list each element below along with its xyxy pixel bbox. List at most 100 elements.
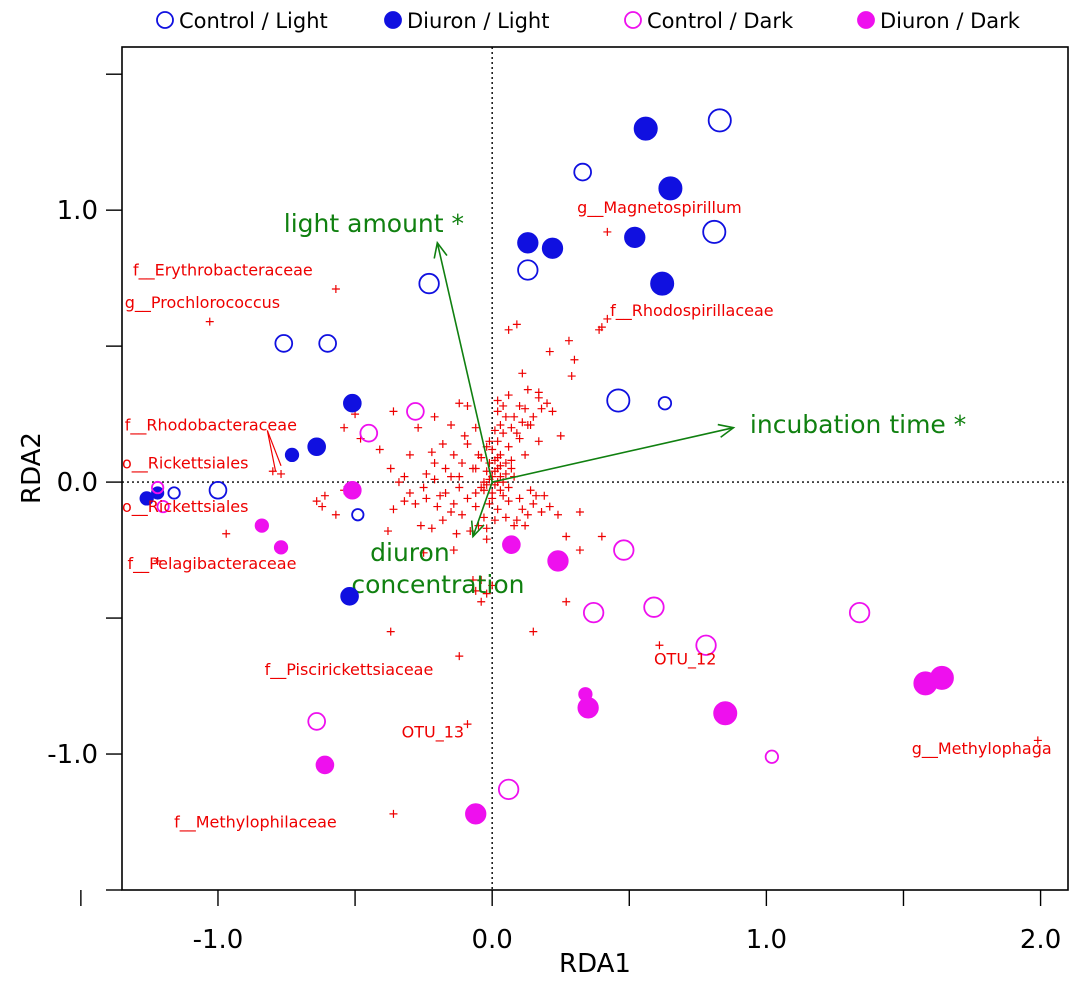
site-point: [658, 176, 683, 201]
species-point: [441, 464, 450, 473]
species-point: [419, 548, 428, 557]
species-point: [400, 497, 409, 506]
species-point: [447, 420, 456, 429]
species-point: [449, 546, 458, 555]
species-point: [537, 508, 546, 517]
species-point: [471, 423, 480, 432]
species-point: [575, 546, 584, 555]
site-point: [517, 232, 539, 254]
site-point: [274, 334, 294, 353]
species-point: [449, 450, 458, 459]
species-points: [153, 227, 1042, 818]
legend-label: Diuron / Light: [407, 9, 549, 33]
site-point: [707, 108, 732, 133]
species-point: [512, 320, 521, 329]
site-point: [351, 508, 365, 522]
species-point: [482, 589, 491, 598]
species-point: [479, 478, 488, 487]
species-point: [529, 627, 538, 636]
species-point: [463, 494, 472, 503]
species-point: [504, 391, 513, 400]
species-point: [496, 486, 505, 495]
site-point: [929, 665, 954, 690]
species-point: [331, 510, 340, 519]
species-point: [405, 488, 414, 497]
species-point: [312, 497, 321, 506]
species-point: [427, 524, 436, 533]
x-tick-label: 1.0: [746, 925, 787, 955]
y-tick-label: 1.0: [57, 196, 98, 226]
site-point: [139, 491, 154, 506]
species-point: [526, 420, 535, 429]
species-label: OTU_12: [654, 649, 716, 669]
species-point: [447, 508, 456, 517]
species-label: f__Pelagibacteraceae: [127, 554, 296, 574]
species-point: [499, 429, 508, 438]
species-point: [537, 404, 546, 413]
species-point: [493, 464, 502, 473]
species-point: [438, 440, 447, 449]
vector-label: diuron concentration: [351, 538, 524, 599]
site-point: [340, 587, 359, 606]
x-axis-title: RDA1: [559, 949, 631, 979]
species-point: [540, 491, 549, 500]
x-tick-label: 2.0: [1020, 925, 1061, 955]
species-point: [471, 464, 480, 473]
species-label: g__Prochlorococcus: [125, 293, 280, 313]
species-point: [532, 491, 541, 500]
species-point: [510, 521, 519, 530]
leader-lines: [266, 430, 282, 472]
species-point: [416, 521, 425, 530]
site-point: [465, 803, 487, 825]
species-point: [422, 494, 431, 503]
site-point: [633, 116, 658, 141]
species-point: [400, 472, 409, 481]
species-point: [441, 488, 450, 497]
species-point: [485, 459, 494, 468]
site-point: [606, 388, 631, 413]
species-point: [430, 459, 439, 468]
site-point: [284, 447, 300, 463]
site-point: [713, 701, 738, 726]
vector-arrowhead: [470, 520, 485, 539]
species-point: [455, 472, 464, 481]
species-point: [603, 227, 612, 236]
species-point: [485, 499, 494, 508]
site-point: [254, 518, 269, 533]
species-point: [477, 575, 486, 584]
site-point: [307, 437, 326, 457]
species-point: [460, 431, 469, 440]
y-tick-label: 0.0: [57, 468, 98, 498]
species-point: [504, 497, 513, 506]
species-point: [490, 516, 499, 525]
species-label: OTU_13: [402, 723, 464, 743]
species-point: [389, 407, 398, 416]
site-point: [702, 219, 727, 244]
vector-label: incubation time *: [750, 410, 966, 439]
species-point: [493, 505, 502, 514]
species-point: [501, 513, 510, 522]
species-point: [595, 325, 604, 334]
species-point: [340, 423, 349, 432]
species-point: [501, 412, 510, 421]
species-point: [562, 532, 571, 541]
species-point: [463, 401, 472, 410]
species-point: [556, 431, 565, 440]
species-point: [430, 412, 439, 421]
species-point: [493, 407, 502, 416]
legend-marker: [384, 11, 402, 29]
y-axis-title: RDA2: [17, 432, 47, 504]
site-point: [406, 402, 425, 421]
site-point: [315, 755, 335, 775]
site-point: [502, 535, 521, 554]
species-point: [504, 325, 513, 334]
environmental-vectors: light amount * incubation time * diuron con…: [284, 209, 966, 599]
species-label: g__Methylophaga: [912, 739, 1052, 759]
legend-label: Diuron / Dark: [880, 9, 1021, 33]
species-point: [507, 456, 516, 465]
vector-arrow: [472, 481, 493, 537]
species-point: [474, 450, 483, 459]
species-point: [501, 469, 510, 478]
species-point: [501, 459, 510, 468]
